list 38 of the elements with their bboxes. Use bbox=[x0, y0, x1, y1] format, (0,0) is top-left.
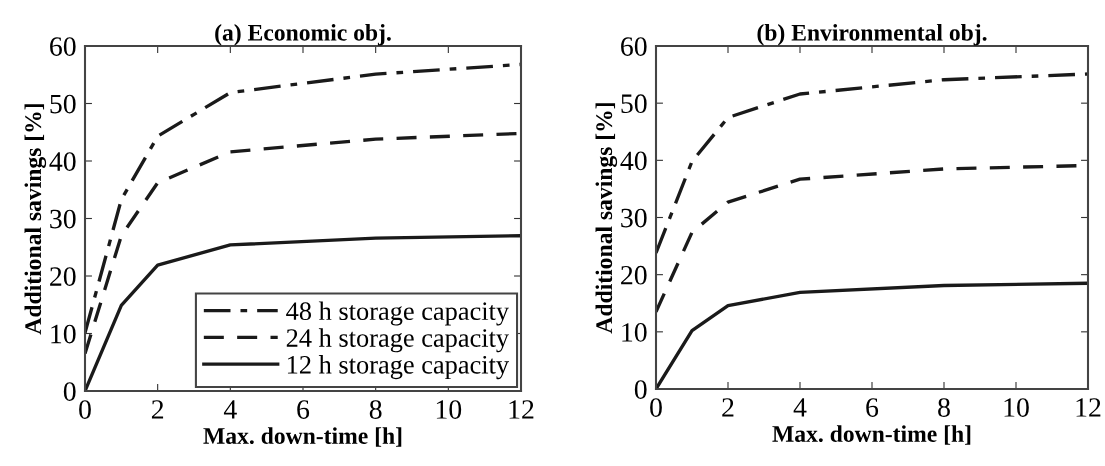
chart-title: (a) Economic obj. bbox=[215, 24, 391, 46]
x-tick-label: 6 bbox=[297, 400, 310, 419]
x-tick-label: 2 bbox=[722, 398, 734, 417]
y-tick-label: 40 bbox=[620, 151, 647, 171]
y-tick-label: 10 bbox=[622, 323, 647, 342]
y-tick-label: 30 bbox=[50, 209, 76, 229]
x-tick-label: 8 bbox=[369, 400, 382, 419]
x-tick-label: 12 bbox=[1076, 398, 1101, 417]
chart-title: (b) Environmental obj. bbox=[757, 24, 987, 46]
y-tick-label: 0 bbox=[634, 380, 647, 399]
x-tick-label: 12 bbox=[509, 400, 534, 419]
y-tick-label: 60 bbox=[50, 37, 76, 56]
x-axis-title: Max. down-time [h] bbox=[203, 427, 402, 447]
y-tick-label: 50 bbox=[621, 94, 647, 114]
y-axis-title: Additional savings [%] bbox=[24, 104, 47, 335]
y-axis-title: Additional savings [%] bbox=[595, 103, 618, 334]
x-tick-label: 0 bbox=[79, 400, 91, 419]
y-tick-label: 10 bbox=[51, 324, 76, 344]
x-tick-label: 4 bbox=[223, 400, 237, 419]
line-series bbox=[656, 72, 1088, 255]
legend-label: 12 h storage capacity bbox=[287, 355, 510, 380]
x-axis-title: Max. down-time [h] bbox=[772, 425, 971, 445]
legend-label: 24 h storage capacity bbox=[286, 328, 510, 353]
x-tick-label: 10 bbox=[436, 400, 462, 419]
x-tick-label: 4 bbox=[793, 398, 807, 417]
x-tick-label: 8 bbox=[938, 398, 950, 417]
y-tick-label: 20 bbox=[621, 265, 647, 285]
x-tick-label: 2 bbox=[151, 400, 164, 419]
x-tick-label: 6 bbox=[866, 398, 879, 417]
y-tick-label: 40 bbox=[49, 152, 76, 171]
x-tick-label: 10 bbox=[1004, 398, 1029, 417]
legend-label: 48 h storage capacity bbox=[286, 301, 510, 326]
x-tick-label: 0 bbox=[650, 398, 662, 417]
y-tick-label: 20 bbox=[50, 267, 76, 286]
y-tick-label: 50 bbox=[50, 94, 76, 114]
y-tick-label: 0 bbox=[63, 382, 76, 401]
y-tick-label: 30 bbox=[621, 208, 647, 228]
y-tick-label: 60 bbox=[621, 37, 647, 56]
